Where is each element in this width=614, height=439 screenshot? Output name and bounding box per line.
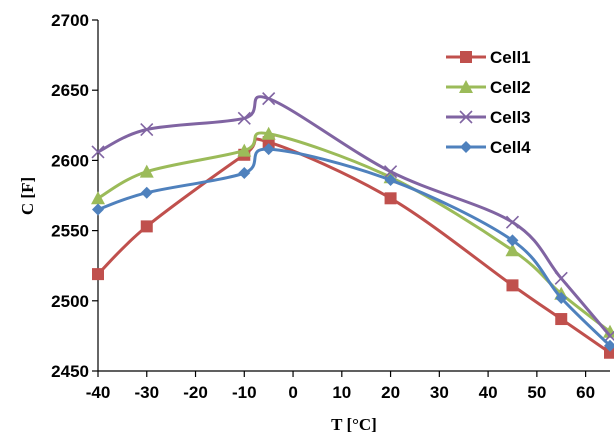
x-tick-label: 10	[332, 383, 351, 402]
series-cell4	[92, 143, 614, 352]
data-point	[139, 164, 154, 178]
x-tick-label: -30	[134, 383, 159, 402]
data-point	[91, 191, 105, 205]
series-line	[97, 95, 612, 337]
data-point	[238, 167, 251, 180]
y-ticks: 2450 2500 2550 2600 2650 2700	[51, 11, 98, 381]
data-point	[262, 143, 275, 156]
x-tick-label: 0	[288, 383, 297, 402]
data-point	[384, 174, 397, 187]
y-tick-label: 2650	[51, 81, 89, 100]
legend-label: Cell2	[490, 78, 531, 97]
legend-marker	[460, 141, 472, 153]
legend-item-cell3: Cell3	[446, 108, 531, 127]
data-point	[92, 203, 104, 216]
legend-marker	[459, 80, 473, 93]
data-point	[91, 145, 105, 159]
legend-label: Cell4	[490, 138, 531, 157]
series-line	[96, 137, 611, 354]
legend-label: Cell3	[490, 108, 531, 127]
series-cell1	[92, 136, 614, 359]
x-ticks: -40 -30 -20 -10 0 10 20 30 40 50 60	[86, 371, 595, 402]
x-tick-label: -20	[183, 383, 208, 402]
y-axis-title: C [F]	[18, 177, 37, 215]
legend-marker	[459, 110, 473, 124]
y-tick-label: 2500	[51, 292, 89, 311]
data-point	[554, 271, 568, 285]
data-point	[384, 192, 397, 205]
x-tick-label: 20	[381, 383, 400, 402]
legend: Cell1 Cell2 Cell3 Cell4	[446, 48, 531, 157]
data-point	[140, 186, 153, 199]
y-tick-label: 2600	[51, 151, 89, 170]
x-tick-label: -40	[86, 383, 111, 402]
data-point	[261, 126, 276, 140]
data-point	[384, 165, 398, 179]
data-point	[604, 346, 614, 359]
data-point	[92, 268, 104, 281]
x-tick-label: -10	[232, 383, 257, 402]
series	[91, 92, 614, 359]
data-point	[505, 243, 520, 257]
series-cell3	[91, 92, 614, 343]
legend-label: Cell1	[490, 48, 531, 67]
x-tick-label: 60	[576, 383, 595, 402]
axes	[97, 20, 610, 372]
legend-item-cell2: Cell2	[446, 78, 531, 97]
data-point	[555, 313, 568, 326]
x-tick-label: 30	[430, 383, 449, 402]
y-tick-label: 2450	[51, 362, 89, 381]
data-point	[505, 215, 520, 229]
x-tick-label: 50	[527, 383, 546, 402]
data-point	[506, 279, 519, 292]
data-point	[140, 220, 153, 233]
series-line	[97, 147, 612, 347]
data-point	[506, 234, 519, 247]
data-point	[555, 291, 568, 304]
data-point	[140, 122, 154, 137]
x-axis-title: T [°C]	[331, 415, 377, 434]
legend-item-cell4: Cell4	[446, 138, 531, 157]
data-point	[604, 339, 614, 352]
series-line	[97, 131, 611, 333]
y-tick-label: 2550	[51, 222, 89, 241]
data-point	[237, 143, 252, 157]
data-point	[262, 92, 276, 106]
x-tick-label: 40	[479, 383, 498, 402]
legend-marker	[460, 51, 472, 63]
legend-item-cell1: Cell1	[446, 48, 531, 67]
data-point	[237, 111, 251, 125]
y-tick-label: 2700	[51, 11, 89, 30]
series-cell2	[91, 126, 614, 338]
